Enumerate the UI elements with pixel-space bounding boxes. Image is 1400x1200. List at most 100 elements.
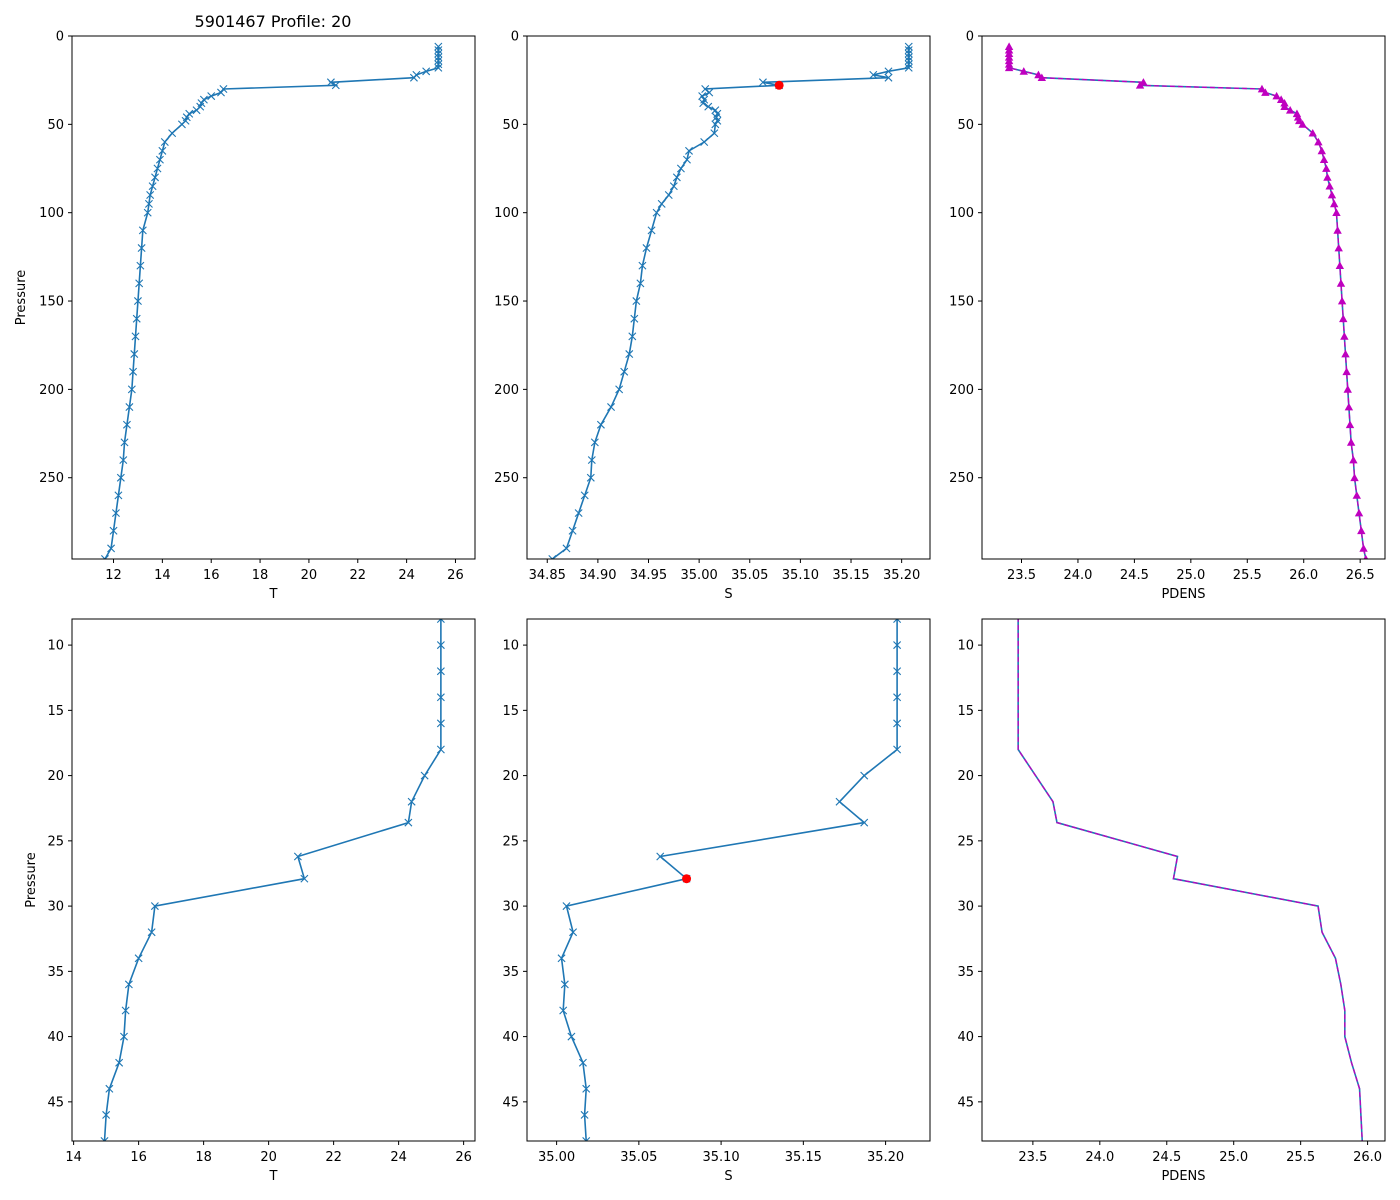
data-point bbox=[569, 928, 578, 937]
y-tick-label: 30 bbox=[502, 900, 519, 915]
data-point bbox=[300, 874, 309, 883]
figure-title: 5901467 Profile: 20 bbox=[195, 12, 352, 31]
data-point bbox=[136, 261, 145, 270]
x-tick-label: 25.5 bbox=[1286, 1150, 1315, 1165]
data-point bbox=[860, 771, 869, 780]
x-tick-label: 35.15 bbox=[785, 1150, 822, 1165]
y-tick-label: 40 bbox=[502, 1030, 519, 1045]
y-tick-label: 25 bbox=[47, 834, 64, 849]
data-point bbox=[893, 641, 902, 650]
data-point bbox=[116, 473, 125, 482]
data-point bbox=[146, 191, 155, 200]
y-tick-label: 35 bbox=[957, 965, 974, 980]
data-point bbox=[120, 1032, 128, 1041]
data-point bbox=[1135, 81, 1145, 89]
data-point bbox=[574, 509, 583, 518]
data-point bbox=[580, 1110, 589, 1119]
data-point bbox=[1319, 155, 1329, 164]
data-point bbox=[158, 146, 167, 155]
y-tick-label: 250 bbox=[494, 471, 519, 486]
x-tick-label: 24.0 bbox=[1063, 568, 1092, 583]
y-tick-label: 25 bbox=[957, 834, 974, 849]
x-axis-label: T bbox=[269, 587, 278, 602]
x-tick-label: 12 bbox=[105, 568, 122, 583]
data-point bbox=[434, 46, 443, 55]
y-tick-label: 20 bbox=[47, 769, 64, 784]
y-tick-label: 0 bbox=[966, 30, 974, 45]
data-point bbox=[893, 745, 902, 754]
x-tick-label: 20 bbox=[301, 568, 318, 583]
y-tick-label: 25 bbox=[502, 834, 519, 849]
data-point bbox=[632, 297, 641, 306]
data-point bbox=[135, 279, 144, 288]
y-tick-label: 0 bbox=[56, 30, 64, 45]
x-axis-label: PDENS bbox=[1161, 587, 1205, 602]
data-point bbox=[331, 81, 340, 90]
data-point bbox=[407, 797, 416, 806]
data-point bbox=[133, 297, 142, 306]
data-point bbox=[129, 367, 138, 376]
data-point bbox=[587, 456, 596, 465]
data-point bbox=[404, 818, 413, 827]
x-tick-label: 35.00 bbox=[681, 568, 718, 583]
data-point bbox=[578, 1058, 587, 1067]
y-tick-label: 200 bbox=[949, 383, 974, 398]
plot-area bbox=[100, 42, 443, 559]
data-point bbox=[192, 106, 201, 115]
data-point bbox=[1037, 73, 1047, 82]
x-tick-label: 24.5 bbox=[1120, 568, 1149, 583]
data-point bbox=[1332, 208, 1341, 217]
data-point bbox=[672, 173, 681, 182]
x-tick-label: 24.0 bbox=[1085, 1150, 1114, 1165]
data-point bbox=[1336, 279, 1346, 287]
subplot-top-left: 12 14 16 18 20 22 24 26 0 50 100 150 200 250 T Pressure bbox=[14, 30, 476, 602]
x-tick-label: 14 bbox=[154, 568, 171, 583]
x-tick-label: 35.20 bbox=[883, 568, 920, 583]
data-point bbox=[1298, 120, 1307, 128]
data-point bbox=[185, 109, 194, 118]
data-point bbox=[219, 85, 228, 93]
data-point bbox=[1308, 128, 1317, 137]
x-tick-label: 35.10 bbox=[702, 1150, 739, 1165]
data-point bbox=[120, 438, 129, 447]
data-point bbox=[596, 420, 605, 429]
data-point bbox=[216, 88, 225, 97]
y-tick-label: 15 bbox=[502, 704, 519, 719]
data-point bbox=[409, 73, 418, 82]
data-point bbox=[579, 1164, 586, 1171]
y-axis-label: Pressure bbox=[24, 852, 39, 908]
y-tick-label: 30 bbox=[47, 900, 64, 915]
data-point bbox=[434, 53, 443, 62]
data-point bbox=[710, 129, 719, 138]
x-tick-label: 18 bbox=[195, 1150, 212, 1165]
y-tick-label: 40 bbox=[47, 1030, 64, 1045]
y-tick-label: 35 bbox=[502, 965, 519, 980]
data-point bbox=[130, 350, 139, 359]
data-point bbox=[1337, 296, 1347, 305]
data-point bbox=[1354, 508, 1364, 517]
data-point bbox=[586, 473, 595, 482]
data-point bbox=[422, 67, 431, 76]
series-line bbox=[104, 46, 440, 559]
y-tick-label: 10 bbox=[502, 639, 519, 654]
data-point bbox=[1280, 102, 1289, 111]
data-point bbox=[150, 902, 159, 911]
data-point bbox=[1004, 63, 1014, 72]
y-tick-label: 45 bbox=[957, 1095, 974, 1110]
data-point bbox=[434, 42, 443, 51]
data-point bbox=[436, 745, 445, 754]
x-tick-label: 22 bbox=[325, 1150, 342, 1165]
data-point bbox=[1344, 402, 1354, 411]
data-point bbox=[625, 350, 634, 359]
x-tick-label: 24 bbox=[390, 1150, 407, 1165]
x-tick-label: 18 bbox=[252, 568, 269, 583]
data-point bbox=[132, 314, 141, 323]
x-tick-label: 26.0 bbox=[1353, 1150, 1382, 1165]
data-point bbox=[1295, 116, 1304, 125]
data-point bbox=[434, 63, 443, 72]
data-point bbox=[860, 818, 869, 827]
data-point bbox=[434, 49, 443, 58]
data-point bbox=[1330, 199, 1339, 208]
data-point bbox=[904, 42, 913, 51]
y-tick-label: 10 bbox=[47, 639, 64, 654]
